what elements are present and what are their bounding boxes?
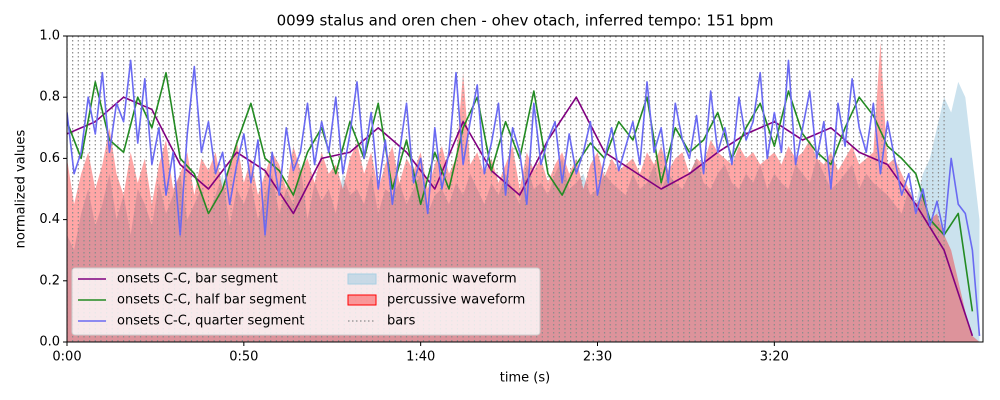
y-axis-label: normalized values xyxy=(14,129,29,248)
legend-label: onsets C-C, bar segment xyxy=(117,272,278,287)
y-tick-label: 0.8 xyxy=(39,90,60,105)
legend-swatch xyxy=(347,294,377,306)
x-tick-label: 1:40 xyxy=(406,350,435,365)
legend-label: onsets C-C, quarter segment xyxy=(117,314,304,329)
y-tick-label: 0.0 xyxy=(39,335,60,350)
legend-label: harmonic waveform xyxy=(387,272,517,287)
legend: onsets C-C, bar segment onsets C-C, half … xyxy=(71,267,541,336)
onset-line xyxy=(67,59,981,336)
legend-label: onsets C-C, half bar segment xyxy=(117,293,306,308)
x-axis-label: time (s) xyxy=(500,371,550,386)
axes-frame xyxy=(66,35,984,343)
legend-label: percussive waveform xyxy=(387,293,525,308)
onset-line xyxy=(67,71,974,312)
x-tick-label: 2:30 xyxy=(583,350,612,365)
legend-label: bars xyxy=(387,314,416,329)
x-tick-label: 0:50 xyxy=(229,350,258,365)
y-tick-label: 0.6 xyxy=(39,151,60,166)
x-tick-label: 3:20 xyxy=(760,350,789,365)
x-tick-label: 0:00 xyxy=(52,350,81,365)
y-tick-label: 1.0 xyxy=(39,29,60,44)
axes: 0:00 0:50 1:40 2:30 3:20 0.0 0.2 0.4 0.6 0.8 1.0 xyxy=(39,29,789,365)
waveform-area xyxy=(67,42,980,342)
chart-title: 0099 stalus and oren chen - ohev otach, … xyxy=(277,12,774,30)
y-tick-label: 0.4 xyxy=(39,212,60,227)
legend-box xyxy=(71,267,541,336)
legend-swatch xyxy=(347,273,377,285)
y-tick-label: 0.2 xyxy=(39,273,60,288)
